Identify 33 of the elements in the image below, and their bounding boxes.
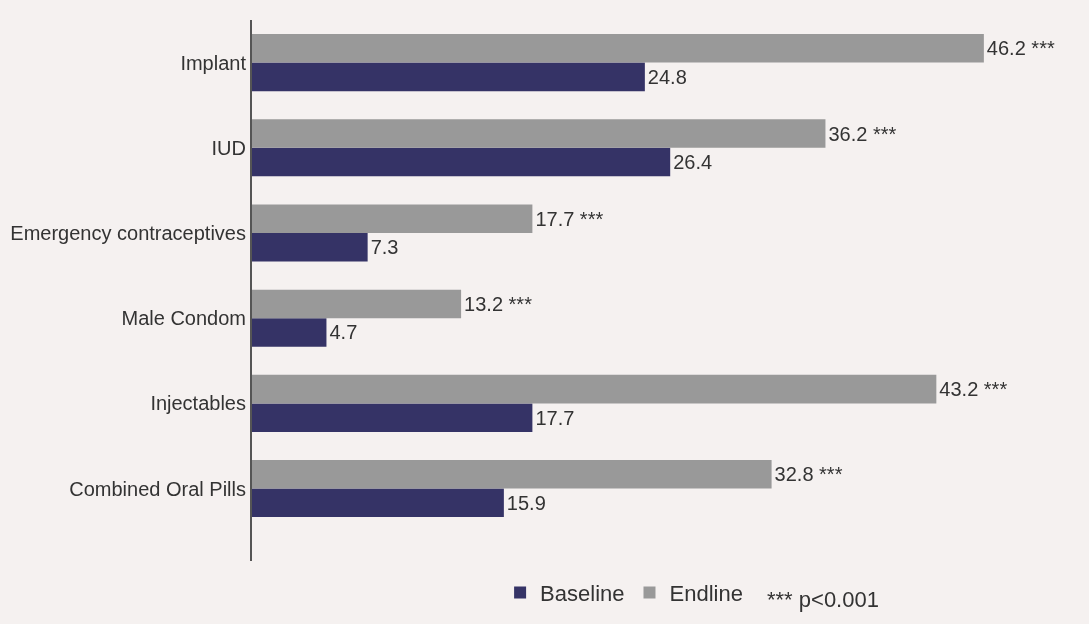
data-label: 17.7 *** (535, 207, 604, 230)
y-tick-label: Male Condom (121, 307, 246, 330)
bar (252, 488, 504, 518)
bar (252, 289, 462, 319)
y-tick-label: Combined Oral Pills (69, 477, 246, 500)
bar (252, 147, 671, 177)
bar (252, 62, 645, 92)
data-label: 24.8 (647, 65, 687, 88)
bar (252, 119, 826, 148)
y-tick-label: Emergency contraceptives (10, 221, 246, 244)
bar (252, 318, 327, 347)
bar (252, 403, 533, 432)
bar (252, 460, 772, 489)
y-tick-label: Injectables (150, 392, 246, 415)
data-label: 7.3 (370, 236, 399, 259)
bar (252, 34, 984, 63)
bar (252, 374, 937, 404)
data-label: 36.2 *** (828, 122, 897, 145)
legend-label: Baseline (540, 581, 625, 607)
bar (252, 204, 533, 233)
data-label: 15.9 (506, 491, 546, 514)
data-label: 13.2 *** (464, 292, 533, 315)
data-label: 17.7 (535, 406, 575, 429)
data-label: 32.8 *** (774, 463, 843, 486)
y-tick-label: IUD (211, 136, 246, 159)
y-tick-label: Implant (180, 51, 247, 74)
bar (252, 232, 368, 262)
data-label: 43.2 *** (939, 378, 1008, 401)
data-label: 4.7 (329, 321, 358, 344)
text: *** p<0.001 (767, 587, 879, 612)
legend-label: Endline (669, 581, 743, 607)
data-label: 26.4 (673, 151, 713, 174)
data-label: 46.2 *** (986, 37, 1055, 60)
